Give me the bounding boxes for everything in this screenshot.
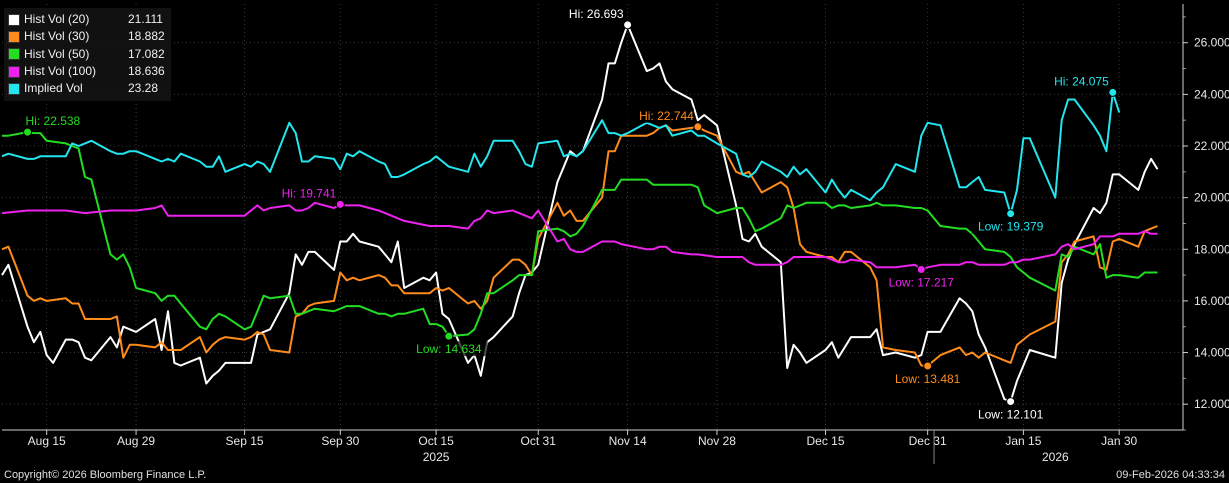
legend-name: Hist Vol (100)	[24, 63, 97, 78]
annotation-label-bg	[882, 274, 961, 290]
chart-grid	[2, 4, 1183, 430]
annotation-marker	[923, 361, 933, 371]
annotation-label-bg	[971, 218, 1050, 234]
annotation-label: Low: 14.634	[416, 342, 482, 356]
series-line-5	[1, 91, 1121, 215]
x-tick-label: Aug 29	[117, 434, 155, 448]
legend-item[interactable]: Hist Vol (30) 18.882	[8, 28, 165, 45]
annotation-marker	[693, 122, 703, 132]
y-tick-label: 14.000	[1194, 346, 1229, 360]
annotation-marker	[335, 199, 345, 209]
y-tick-label: 22.000	[1194, 139, 1229, 153]
legend-name: Hist Vol (20)	[24, 12, 90, 26]
x-tick-label: Jan 15	[1005, 434, 1041, 448]
annotation-label: Low: 19.379	[978, 220, 1044, 234]
chart-legend: Hist Vol (20) 21.111 Hist Vol (30) 18.88…	[4, 8, 171, 102]
x-tick-label: Oct 31	[521, 434, 557, 448]
legend-item[interactable]: Implied Vol 23.28	[8, 80, 165, 97]
x-tick-label: Sep 15	[226, 434, 264, 448]
y-tick-label: 20.000	[1194, 191, 1229, 205]
annotation-marker	[1006, 397, 1016, 407]
annotation-marker	[444, 331, 454, 341]
legend-swatch	[8, 82, 20, 95]
legend-item[interactable]: Hist Vol (50) 17.082	[8, 46, 165, 63]
y-tick-label: 18.000	[1194, 242, 1229, 256]
annotation-label: Low: 13.481	[895, 372, 961, 386]
y-axis: 12.000 14.000 16.000 18.000 20.000 22.000 24.0…	[1182, 4, 1229, 431]
legend-swatch	[8, 48, 20, 61]
annotation-label: Hi: 26.693	[569, 7, 624, 21]
x-tick-label: Jan 30	[1101, 434, 1137, 448]
legend-swatch	[8, 65, 20, 78]
annotation-label-bg	[971, 406, 1050, 422]
annotation-marker	[1108, 87, 1118, 97]
x-axis: Aug 15 Aug 29 Sep 15 Sep 30 Oct 15 Oct 31 Nov …	[2, 429, 1183, 464]
annotation-marker	[623, 20, 633, 30]
y-tick-label: 16.000	[1194, 294, 1229, 308]
x-tick-label: Sep 30	[321, 434, 359, 448]
timestamp-text: 09-Feb-2026 04:33:34	[1116, 469, 1225, 481]
x-tick-label: Nov 28	[698, 434, 736, 448]
legend-name: Hist Vol (50)	[24, 46, 90, 61]
series-line-4	[1, 201, 1158, 271]
annotation-label-bg	[410, 341, 488, 357]
annotation-label-bg	[1037, 73, 1109, 89]
annotation-marker	[916, 264, 926, 274]
y-tick-label: 26.000	[1194, 36, 1229, 50]
x-tick-label: Nov 14	[609, 434, 647, 448]
y-tick-label: 24.000	[1194, 87, 1229, 101]
legend-item[interactable]: Hist Vol (100) 18.636	[8, 63, 165, 80]
x-tick-label: Oct 15	[418, 434, 454, 448]
legend-value: 23.28	[128, 81, 159, 96]
legend-name: Implied Vol	[24, 81, 83, 96]
x-tick-label: Dec 31	[909, 434, 947, 448]
x-tick-label: Dec 15	[806, 434, 844, 448]
chart-annotations: Hi: 26.693 Low: 12.101 Hi: 22.744 Low: 13.4…	[23, 5, 1118, 422]
annotation-label: Hi: 22.744	[639, 109, 694, 123]
legend-value: 18.636	[128, 63, 165, 78]
annotation-label-bg	[23, 113, 95, 129]
annotation-label: Low: 12.101	[978, 408, 1044, 422]
annotation-label: Hi: 19.741	[282, 186, 337, 200]
annotation-label-bg	[552, 5, 624, 21]
annotation-marker	[1006, 209, 1016, 219]
legend-name: Hist Vol (30)	[24, 29, 90, 44]
x-tick-label: Aug 15	[28, 434, 66, 448]
annotation-label: Hi: 24.075	[1054, 74, 1109, 88]
y-tick-label: 12.000	[1194, 397, 1229, 411]
legend-value: 18.882	[128, 29, 165, 44]
legend-item[interactable]: Hist Vol (20) 21.111	[8, 11, 165, 28]
copyright-text: Copyright© 2026 Bloomberg Finance L.P.	[4, 469, 207, 481]
series-line-3	[2, 131, 1158, 338]
annotation-label: Low: 17.217	[889, 275, 955, 289]
legend-swatch	[8, 30, 20, 43]
year-label: 2025	[423, 450, 450, 464]
annotation-label-bg	[888, 370, 967, 386]
annotation-marker	[23, 127, 33, 137]
series-line-2	[1, 124, 1158, 367]
chart-series-lines	[1, 23, 1159, 403]
annotation-label-bg	[265, 185, 337, 201]
annotation-label-bg	[622, 107, 694, 123]
legend-value: 17.082	[128, 46, 165, 61]
legend-value: 21.111	[128, 12, 163, 26]
annotation-label: Hi: 22.538	[26, 114, 81, 128]
series-line-1	[1, 23, 1159, 403]
legend-swatch	[8, 13, 20, 26]
year-label: 2026	[1042, 450, 1069, 464]
